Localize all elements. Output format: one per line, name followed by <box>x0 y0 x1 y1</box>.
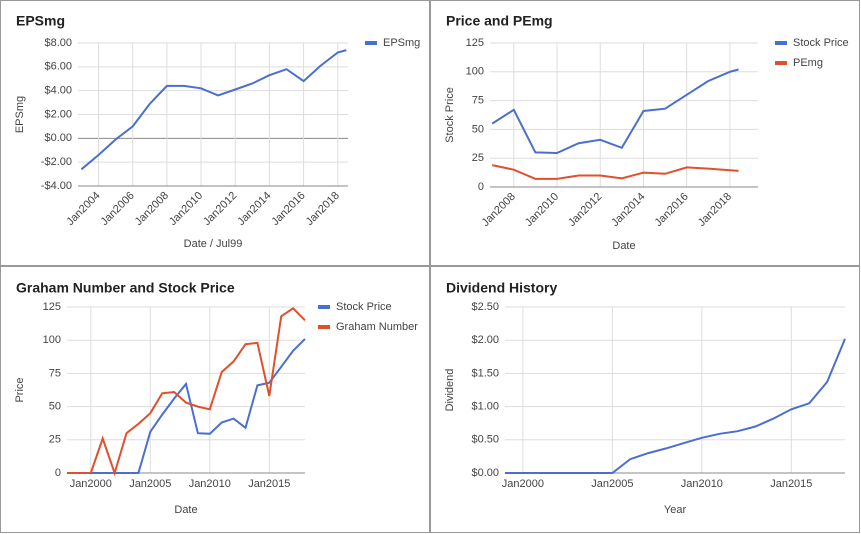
y-tick-label: 75 <box>49 367 61 379</box>
x-tick-label: Jan2018 <box>304 190 342 228</box>
panel-border <box>430 266 860 533</box>
y-tick-label: $4.00 <box>44 85 72 97</box>
y-tick-label: $1.00 <box>471 401 499 413</box>
x-axis-title: Date / Jul99 <box>184 238 243 250</box>
x-tick-label: Jan2012 <box>201 190 239 228</box>
legend-swatch <box>775 61 787 65</box>
y-tick-label: $6.00 <box>44 61 72 73</box>
y-tick-label: 0 <box>478 181 484 193</box>
y-tick-label: $0.00 <box>44 132 72 144</box>
panel-border <box>430 0 860 266</box>
legend-label: EPSmg <box>383 37 420 49</box>
y-tick-label: $0.50 <box>471 434 499 446</box>
y-tick-label: 50 <box>49 401 61 413</box>
chart-title: Graham Number and Stock Price <box>16 280 235 296</box>
legend-label: Stock Price <box>336 301 392 313</box>
line-series <box>491 164 739 180</box>
x-tick-label: Jan2008 <box>133 190 171 228</box>
x-tick-label: Jan2005 <box>129 478 171 490</box>
x-tick-label: Jan2000 <box>502 478 544 490</box>
x-tick-label: Jan2010 <box>523 191 561 229</box>
x-tick-label: Jan2010 <box>167 190 205 228</box>
line-series <box>67 338 306 474</box>
y-tick-label: -$4.00 <box>41 180 72 192</box>
x-axis-title: Date <box>612 240 635 252</box>
legend-swatch <box>318 305 330 309</box>
legend-swatch <box>318 325 330 329</box>
y-tick-label: 50 <box>472 123 484 135</box>
y-axis-title: Price <box>14 377 26 402</box>
y-tick-label: -$2.00 <box>41 156 72 168</box>
chart-panel: Graham Number and Stock Price 0 25 50 75 100 1… <box>14 280 418 516</box>
panel-border <box>0 266 430 533</box>
panel-border <box>0 0 430 266</box>
y-tick-label: $1.50 <box>471 367 499 379</box>
x-tick-label: Jan2015 <box>770 478 812 490</box>
chart-title: EPSmg <box>16 13 65 29</box>
chart-panel: Dividend History $0.00 $0.50 $1.00 $1.50 $2.0… <box>444 280 846 516</box>
y-tick-label: $2.50 <box>471 301 499 313</box>
y-tick-label: $2.00 <box>471 334 499 346</box>
x-tick-label: Jan2014 <box>609 191 647 229</box>
legend-label: Stock Price <box>793 37 849 49</box>
x-tick-label: Jan2010 <box>189 478 231 490</box>
chart-title: Price and PEmg <box>446 13 553 29</box>
y-tick-label: 100 <box>466 66 484 78</box>
y-axis-title: Dividend <box>444 369 456 412</box>
y-tick-label: $8.00 <box>44 37 72 49</box>
legend-label: PEmg <box>793 57 823 69</box>
x-tick-label: Jan2008 <box>480 191 518 229</box>
x-tick-label: Jan2000 <box>70 478 112 490</box>
x-tick-label: Jan2006 <box>99 190 137 228</box>
x-tick-label: Jan2004 <box>64 190 102 228</box>
y-tick-label: $2.00 <box>44 108 72 120</box>
x-axis-title: Year <box>664 504 687 516</box>
x-tick-label: Jan2014 <box>235 190 273 228</box>
x-tick-label: Jan2012 <box>566 191 604 229</box>
y-tick-label: 25 <box>49 434 61 446</box>
y-tick-label: 100 <box>43 334 61 346</box>
y-axis-title: Stock Price <box>444 87 456 143</box>
y-tick-label: 0 <box>55 467 61 479</box>
x-tick-label: Jan2015 <box>248 478 290 490</box>
x-tick-label: Jan2016 <box>269 190 307 228</box>
line-series <box>80 49 347 171</box>
y-tick-label: 25 <box>472 152 484 164</box>
legend-swatch <box>775 41 787 45</box>
x-axis-title: Date <box>174 504 197 516</box>
x-tick-label: Jan2018 <box>696 191 734 229</box>
legend-swatch <box>365 41 377 45</box>
y-tick-label: 125 <box>466 37 484 49</box>
x-tick-label: Jan2005 <box>591 478 633 490</box>
y-tick-label: 75 <box>472 95 484 107</box>
legend-label: Graham Number <box>336 321 418 333</box>
y-tick-label: $0.00 <box>471 467 499 479</box>
x-tick-label: Jan2016 <box>653 191 691 229</box>
line-series <box>505 338 846 474</box>
y-axis-title: EPSmg <box>14 96 26 133</box>
y-tick-label: 125 <box>43 301 61 313</box>
chart-panel: EPSmg -$4.00 -$2.00 $0.00 $2.00 $4.00 $6.00 $8.… <box>14 13 420 250</box>
line-series <box>67 307 306 477</box>
x-tick-label: Jan2010 <box>681 478 723 490</box>
chart-title: Dividend History <box>446 280 557 296</box>
line-series <box>491 68 739 155</box>
